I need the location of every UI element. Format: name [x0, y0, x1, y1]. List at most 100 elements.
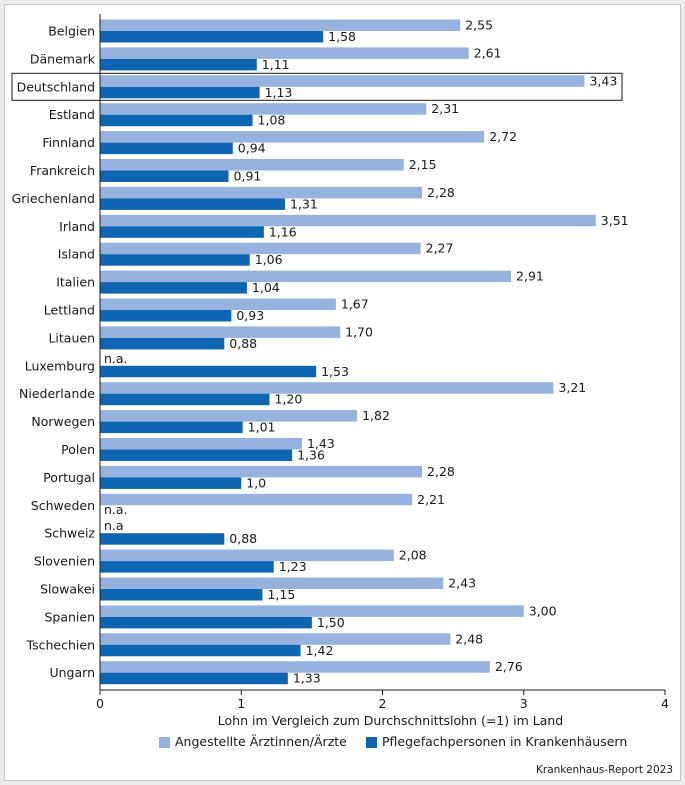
category-label-slovenien: Slovenien: [34, 554, 95, 569]
bar-estland-aerzte: [100, 103, 427, 115]
value-label-deutschland-aerzte: 3,43: [589, 73, 617, 88]
highlight-box-deutschland: [11, 72, 623, 101]
category-label-spanien: Spanien: [44, 609, 95, 624]
value-label-slovenien-pflege: 1,23: [279, 559, 307, 574]
na-label-schweiz-aerzte: n.a: [104, 518, 124, 533]
category-label-island: Island: [58, 247, 95, 262]
category-label-frankreich: Frankreich: [30, 163, 95, 178]
x-tick-label-2: 2: [379, 696, 387, 711]
bar-portugal-aerzte: [100, 465, 423, 478]
value-label-portugal-aerzte: 2,28: [427, 464, 455, 479]
bar-niederlande-aerzte: [100, 382, 554, 394]
x-tick-label-1: 1: [237, 696, 245, 711]
value-label-polen-pflege: 1,36: [297, 448, 325, 463]
value-label-schweden-aerzte: 2,21: [417, 492, 445, 507]
value-label-irland-aerzte: 3,51: [601, 213, 629, 228]
x-axis: 0 1 2 3 4: [96, 14, 669, 711]
bar-deutschland-aerzte: [100, 75, 585, 87]
bar-spanien-pflege: [100, 616, 312, 629]
bar-schweden-aerzte: [100, 493, 413, 506]
bar-lettland-aerzte: [100, 298, 336, 310]
bar-ungarn-pflege: [100, 672, 288, 685]
bar-estland-pflege: [100, 114, 253, 127]
bar-finnland-pflege: [100, 142, 233, 155]
bar-polen-pflege: [100, 449, 293, 461]
legend: Angestellte Ärztinnen/Ärzte Pflegefachpe…: [159, 734, 627, 749]
category-label-griechenland: Griechenland: [12, 191, 95, 206]
value-label-island-aerzte: 2,27: [426, 241, 454, 256]
value-label-litauen-pflege: 0,88: [229, 336, 257, 351]
value-label-italien-pflege: 1,04: [252, 280, 280, 295]
bar-irland-pflege: [100, 226, 264, 238]
value-label-spanien-aerzte: 3,00: [529, 603, 557, 618]
category-label-ungarn: Ungarn: [49, 665, 95, 680]
category-label-italien: Italien: [56, 275, 95, 290]
value-label-griechenland-pflege: 1,31: [290, 196, 318, 211]
value-label-litauen-aerzte: 1,70: [345, 324, 373, 339]
category-label-irland: Irland: [59, 219, 95, 234]
bar-italien-aerzte: [100, 270, 512, 283]
bar-griechenland-aerzte: [100, 186, 423, 199]
value-label-schweiz-pflege: 0,88: [229, 531, 257, 546]
legend-label-pflege: Pflegefachpersonen in Krankenhäusern: [382, 734, 627, 749]
category-label-lettland: Lettland: [44, 303, 95, 318]
bar-tschechien-aerzte: [100, 633, 451, 645]
bar-dänemark-pflege: [100, 58, 257, 71]
bar-lettland-pflege: [100, 310, 232, 322]
category-label-polen: Polen: [61, 442, 95, 457]
na-label-luxemburg-aerzte: n.a.: [104, 351, 128, 366]
bar-norwegen-aerzte: [100, 410, 358, 422]
bar-slowakei-pflege: [100, 589, 263, 601]
value-label-tschechien-aerzte: 2,48: [455, 631, 483, 646]
bar-finnland-aerzte: [100, 131, 485, 143]
bar-spanien-aerzte: [100, 605, 524, 617]
value-label-island-pflege: 1,06: [255, 252, 283, 267]
category-label-estland: Estland: [49, 107, 95, 122]
value-label-slovenien-aerzte: 2,08: [399, 548, 427, 563]
value-label-tschechien-pflege: 1,42: [306, 643, 334, 658]
source-note: Krankenhaus-Report 2023: [536, 764, 673, 776]
bar-frankreich-pflege: [100, 170, 229, 182]
bar-frankreich-aerzte: [100, 159, 404, 171]
value-label-dänemark-aerzte: 2,61: [474, 45, 502, 60]
value-label-lettland-pflege: 0,93: [236, 308, 264, 323]
na-label-schweden-pflege: n.a.: [104, 502, 128, 517]
category-label-schweiz: Schweiz: [44, 526, 95, 541]
value-labels-layer: 2,55 1,58 2,61 1,11 3,43 1,13 2,31 1,08 2,72 0,94…: [104, 18, 629, 686]
value-label-portugal-pflege: 1,0: [246, 475, 266, 490]
value-label-belgien-aerzte: 2,55: [465, 18, 493, 33]
legend-swatch-pflege: [366, 737, 377, 748]
bar-island-pflege: [100, 254, 250, 266]
value-label-frankreich-aerzte: 2,15: [409, 157, 437, 172]
value-label-belgien-pflege: 1,58: [328, 29, 356, 44]
bar-luxemburg-pflege: [100, 365, 317, 378]
category-label-niederlande: Niederlande: [19, 386, 95, 401]
value-label-finnland-aerzte: 2,72: [489, 129, 517, 144]
category-label-schweden: Schweden: [31, 498, 95, 513]
value-label-spanien-pflege: 1,50: [317, 615, 345, 630]
value-label-irland-pflege: 1,16: [269, 224, 297, 239]
value-label-niederlande-aerzte: 3,21: [558, 380, 586, 395]
bar-deutschland-pflege: [100, 86, 260, 99]
category-label-luxemburg: Luxemburg: [25, 358, 95, 373]
value-label-ungarn-pflege: 1,33: [293, 671, 321, 686]
x-tick-label-4: 4: [661, 696, 669, 711]
category-label-belgien: Belgien: [48, 24, 95, 39]
category-label-slowakei: Slowakei: [40, 582, 95, 597]
bar-litauen-pflege: [100, 337, 225, 350]
bar-ungarn-aerzte: [100, 661, 490, 673]
bar-slowakei-aerzte: [100, 577, 444, 589]
value-label-lettland-aerzte: 1,67: [341, 297, 369, 312]
value-label-frankreich-pflege: 0,91: [234, 169, 262, 184]
category-label-tschechien: Tschechien: [26, 637, 95, 652]
x-tick-label-0: 0: [96, 696, 104, 711]
value-label-estland-aerzte: 2,31: [431, 101, 459, 116]
bar-italien-pflege: [100, 282, 247, 294]
value-label-ungarn-aerzte: 2,76: [495, 659, 523, 674]
bar-schweiz-pflege: [100, 533, 225, 545]
category-label-norwegen: Norwegen: [31, 414, 95, 429]
value-label-slowakei-aerzte: 2,43: [448, 576, 476, 591]
bar-portugal-pflege: [100, 477, 242, 489]
category-label-portugal: Portugal: [43, 470, 95, 485]
